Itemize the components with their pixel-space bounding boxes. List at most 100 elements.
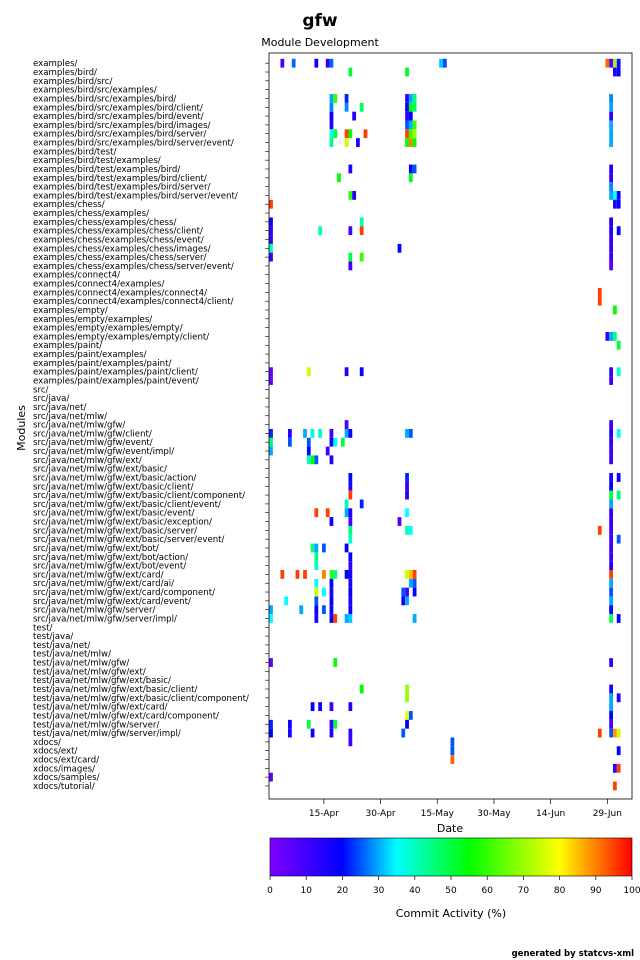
colorbar-tick-label: 10 xyxy=(300,886,312,896)
activity-cell xyxy=(397,517,402,526)
module-label: xdocs/ xyxy=(33,738,61,748)
activity-cell xyxy=(356,138,360,147)
activity-cell xyxy=(616,490,621,500)
activity-cell xyxy=(405,711,409,720)
activity-cell xyxy=(405,693,409,703)
activity-cell xyxy=(306,455,311,465)
activity-cell xyxy=(609,129,613,139)
activity-cell xyxy=(412,587,417,597)
x-tick-label: 30-Apr xyxy=(366,809,396,819)
activity-cell xyxy=(318,226,323,236)
colorbar-tick-label: 90 xyxy=(590,886,602,896)
activity-cell xyxy=(616,763,621,773)
activity-cell xyxy=(333,437,338,447)
activity-cell xyxy=(405,67,409,77)
activity-cell xyxy=(348,534,353,544)
activity-cell xyxy=(450,746,455,756)
activity-cell xyxy=(348,596,353,606)
activity-cell xyxy=(306,446,311,456)
y-axis-label: Modules xyxy=(15,405,28,451)
activity-cell xyxy=(612,67,617,77)
activity-cell xyxy=(269,243,273,253)
activity-cell xyxy=(609,455,613,465)
colorbar-tick-label: 80 xyxy=(554,886,566,896)
module-label: src/java/net/mlw/gfw/ext/card/component/ xyxy=(33,588,215,598)
activity-cell xyxy=(363,129,368,139)
module-label: examples/chess/examples/chess/server/ xyxy=(33,253,207,263)
activity-cell xyxy=(609,481,613,491)
activity-cell xyxy=(597,525,602,535)
activity-cell xyxy=(318,428,323,438)
module-label: examples/chess/ xyxy=(33,200,105,210)
activity-cell xyxy=(609,120,613,130)
activity-cell xyxy=(303,428,307,438)
activity-cell xyxy=(359,226,364,236)
module-label: src/java/net/mlw/gfw/ext/card/event/ xyxy=(33,597,191,607)
activity-cell xyxy=(288,428,292,438)
activity-cell xyxy=(280,570,285,579)
activity-cell xyxy=(405,587,409,597)
activity-cell xyxy=(303,570,307,579)
activity-cell xyxy=(344,614,349,623)
activity-cell xyxy=(401,596,406,606)
activity-cell xyxy=(269,428,273,438)
activity-cell xyxy=(314,614,319,623)
activity-cell xyxy=(310,455,315,465)
module-label: src/java/net/mlw/gfw/ext/basic/server/ xyxy=(33,526,197,536)
activity-cell xyxy=(329,596,334,606)
colorbar-tick-label: 0 xyxy=(267,886,273,896)
activity-cell xyxy=(609,446,613,456)
module-label: src/java/net/mlw/gfw/ext/basic/action/ xyxy=(33,473,196,483)
activity-cell xyxy=(609,94,613,103)
activity-cell xyxy=(612,781,617,791)
activity-cell xyxy=(408,578,413,588)
module-label: examples/ xyxy=(33,59,77,69)
activity-cell xyxy=(609,711,613,720)
activity-cell xyxy=(359,684,364,694)
activity-cell xyxy=(450,755,455,764)
module-label: examples/chess/examples/chess/client/ xyxy=(33,227,203,237)
activity-cell xyxy=(609,173,613,183)
module-label: examples/bird/test/examples/bird/server/… xyxy=(33,191,238,201)
module-label: examples/chess/examples/chess/event/ xyxy=(33,235,204,245)
activity-cell xyxy=(295,570,300,579)
module-label: src/java/net/mlw/gfw/ext/bot/event/ xyxy=(33,562,186,572)
module-label: src/java/net/mlw/gfw/ext/basic/server/ev… xyxy=(33,535,225,545)
activity-cell xyxy=(359,252,364,262)
activity-cell xyxy=(333,129,338,139)
module-label: examples/chess/examples/chess/ xyxy=(33,218,176,228)
module-label: src/java/net/mlw/gfw/ext/bot/action/ xyxy=(33,553,188,563)
activity-cell xyxy=(329,138,334,147)
activity-cell xyxy=(609,102,613,112)
module-label: src/java/net/mlw/gfw/server/ xyxy=(33,606,155,616)
activity-cell xyxy=(348,508,353,518)
activity-cell xyxy=(609,111,613,121)
activity-cell xyxy=(288,437,292,447)
activity-cell xyxy=(405,525,409,535)
activity-cell xyxy=(412,129,417,139)
colorbar-tick-label: 100 xyxy=(623,886,640,896)
activity-cell xyxy=(609,693,613,703)
activity-cell xyxy=(325,508,330,518)
activity-cell xyxy=(329,102,334,112)
activity-cell xyxy=(408,173,413,183)
module-label: src/java/net/mlw/ xyxy=(33,412,107,422)
activity-cell xyxy=(405,120,409,130)
module-label: src/java/net/mlw/gfw/event/ xyxy=(33,438,153,448)
activity-cell xyxy=(306,719,311,729)
activity-cell xyxy=(348,67,353,77)
module-label: test/java/net/mlw/gfw/server/impl/ xyxy=(33,729,181,739)
module-label: test/java/net/mlw/gfw/ext/card/component… xyxy=(33,711,219,721)
activity-cell xyxy=(322,605,326,615)
activity-cell xyxy=(352,191,357,200)
activity-cell xyxy=(405,684,409,694)
activity-cell xyxy=(609,191,613,200)
module-label: test/java/net/mlw/gfw/ext/ xyxy=(33,667,146,677)
activity-cell xyxy=(329,614,334,623)
module-label: examples/bird/ xyxy=(33,68,97,78)
module-label: examples/paint/ xyxy=(33,341,102,351)
activity-cell xyxy=(314,508,319,518)
module-label: examples/bird/test/ xyxy=(33,147,116,157)
module-label: src/java/net/mlw/gfw/ext/card/ai/ xyxy=(33,579,174,589)
activity-cell xyxy=(348,552,353,562)
